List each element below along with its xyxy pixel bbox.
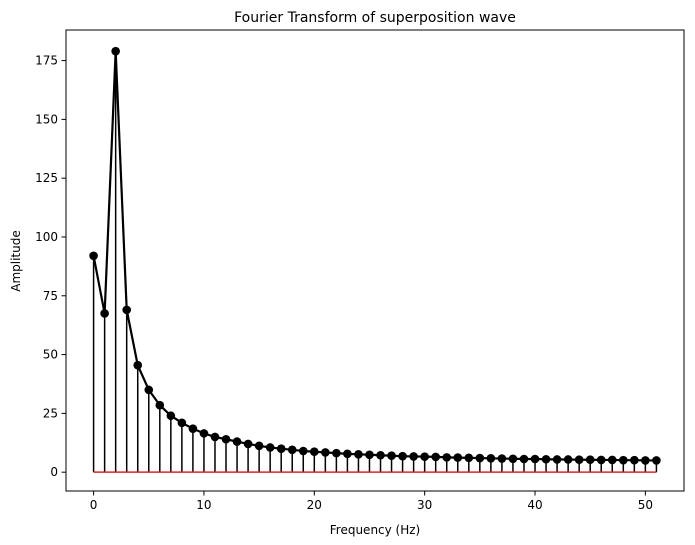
- x-axis-label: Frequency (Hz): [330, 523, 421, 537]
- data-point: [177, 418, 187, 428]
- y-tick-label: 0: [50, 465, 58, 479]
- data-point: [343, 449, 352, 459]
- data-point: [221, 434, 231, 444]
- data-point: [376, 450, 385, 460]
- data-point: [243, 439, 253, 449]
- data-point: [486, 454, 496, 463]
- data-point: [596, 455, 606, 465]
- x-tick-label: 30: [417, 498, 432, 512]
- data-point: [398, 451, 407, 461]
- data-point: [652, 456, 661, 465]
- data-point: [354, 450, 363, 459]
- data-point: [287, 445, 297, 455]
- data-point: [188, 424, 198, 433]
- data-point: [265, 443, 275, 452]
- data-point: [232, 437, 242, 446]
- x-tick-label: 10: [196, 498, 211, 512]
- plot-area: [89, 46, 661, 473]
- y-tick-label: 25: [43, 406, 58, 420]
- data-point: [298, 446, 308, 456]
- data-point: [442, 453, 452, 462]
- data-point: [111, 46, 120, 56]
- data-point: [144, 385, 154, 395]
- data-point: [321, 448, 330, 457]
- data-point: [630, 455, 639, 465]
- data-point: [210, 432, 220, 442]
- data-point: [254, 441, 264, 451]
- data-point: [497, 454, 507, 463]
- data-point: [541, 454, 551, 464]
- data-point: [166, 411, 176, 421]
- data-point: [464, 453, 474, 463]
- plot-frame: [65, 29, 685, 492]
- y-tick-label: 125: [35, 171, 58, 185]
- data-point: [431, 452, 440, 462]
- data-point: [585, 455, 595, 465]
- data-point: [122, 305, 131, 315]
- data-point: [619, 455, 628, 465]
- data-point: [155, 400, 165, 410]
- data-point: [199, 429, 209, 438]
- data-point: [276, 444, 286, 453]
- y-tick-label: 50: [43, 348, 58, 362]
- data-point: [89, 251, 98, 261]
- data-point: [387, 451, 396, 461]
- data-point: [574, 455, 584, 465]
- y-tick-label: 75: [43, 289, 58, 303]
- data-point: [133, 360, 143, 370]
- data-point: [420, 452, 429, 461]
- y-tick-label: 175: [35, 54, 58, 68]
- x-tick-label: 20: [307, 498, 322, 512]
- data-point: [530, 454, 540, 464]
- data-point: [563, 455, 573, 464]
- data-point: [475, 453, 485, 463]
- x-tick-label: 40: [527, 498, 542, 512]
- y-tick-label: 150: [35, 112, 58, 126]
- data-point: [365, 450, 374, 460]
- data-point: [310, 447, 319, 457]
- x-tick-label: 50: [638, 498, 653, 512]
- series-line: [92, 50, 657, 462]
- x-tick-label: 0: [90, 498, 98, 512]
- y-axis-label: Amplitude: [9, 230, 23, 292]
- data-point: [552, 455, 562, 464]
- data-point: [453, 453, 463, 462]
- data-point: [519, 454, 529, 464]
- chart-title: Fourier Transform of superposition wave: [234, 10, 516, 26]
- y-tick-label: 100: [35, 230, 58, 244]
- data-point: [607, 455, 617, 465]
- data-point: [508, 454, 518, 464]
- data-point: [332, 448, 341, 458]
- data-point: [641, 456, 650, 465]
- data-point: [409, 452, 418, 461]
- data-point: [100, 309, 109, 318]
